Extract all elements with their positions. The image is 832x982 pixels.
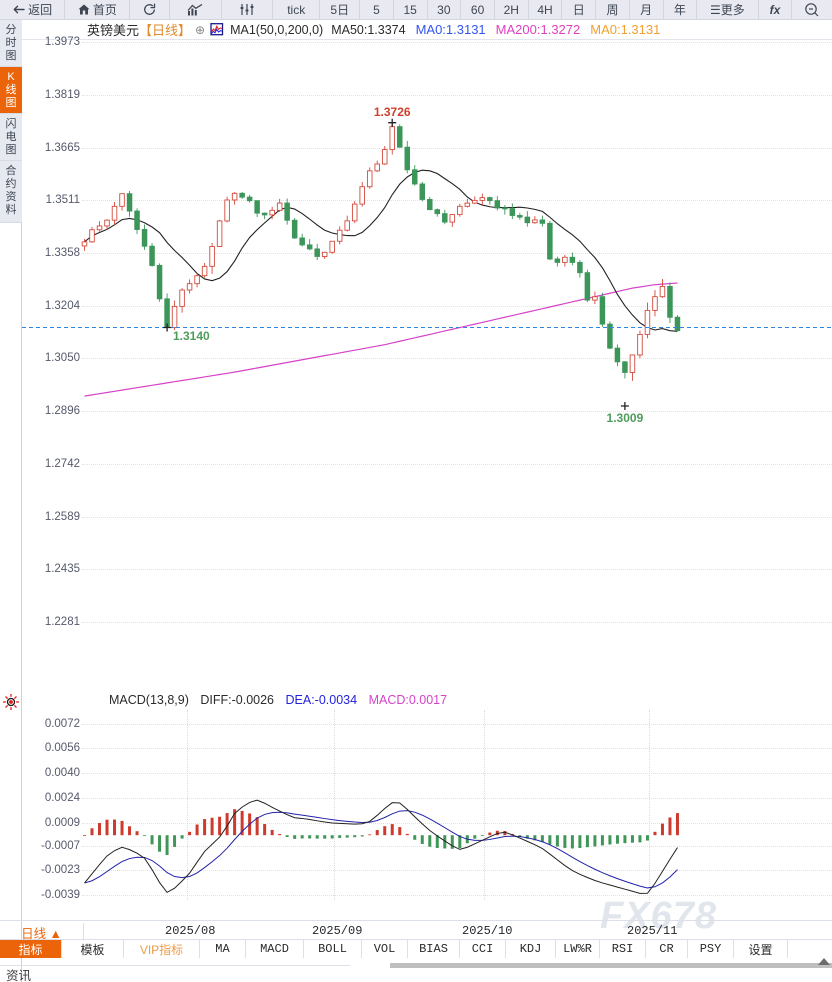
svg-text:1.3009: 1.3009 [607, 411, 644, 425]
svg-text:1.3726: 1.3726 [374, 105, 411, 119]
svg-text:1.3140: 1.3140 [173, 329, 210, 343]
